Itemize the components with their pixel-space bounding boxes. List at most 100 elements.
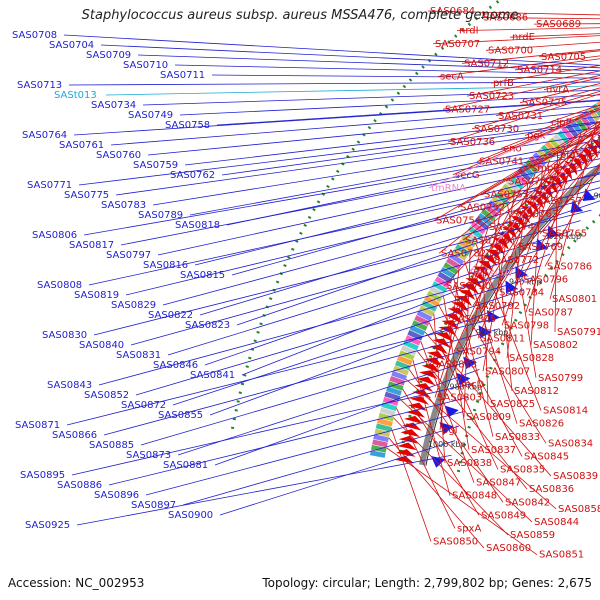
left-gene-label: SAS0873 [126,450,171,461]
right-gene-label: SAS0705 [541,52,586,63]
right-leader-line [514,58,600,71]
right-gene-label: SAS0796 [523,275,568,286]
right-gene-label: SAS0807 [485,366,530,377]
right-gene-label: tpiA [556,150,576,161]
left-gene-label: SAS0855 [158,410,203,421]
right-gene-label: SAS0834 [548,438,593,449]
right-leader-line [452,109,600,176]
right-leader-line [434,227,489,398]
right-leader-line [496,122,600,293]
left-gene-label: SAS0829 [111,300,156,311]
right-leader-line [453,277,494,437]
cog-feature-block [377,418,393,427]
left-leader-line [108,397,469,486]
right-gene-label: SAS0801 [552,294,597,305]
right-leader-line [443,122,600,287]
forward-gene-arrow [515,210,531,224]
right-gene-label: SAS0725 [522,98,567,109]
left-gene-label: SAS0749 [128,110,173,121]
left-leader-line [194,165,600,266]
left-gene-label: SAS0708 [12,30,57,41]
cog-feature-block [429,285,445,298]
left-gene-label: SAS0841 [190,370,235,381]
right-leader-line [416,350,528,490]
cog-feature-block [477,212,493,226]
scale-tick-label: 980 kbp [449,383,482,392]
right-gene-label: SAS0839 [553,471,598,482]
left-leader-line [73,100,600,136]
right-leader-line [490,64,600,84]
right-leader-line [428,109,600,189]
right-gene-label: SAS0850 [433,537,478,548]
forward-gene-arrow [510,215,526,229]
left-gene-label: SAS0762 [170,170,215,181]
cog-feature-block [569,119,584,135]
left-leader-line [103,328,500,436]
right-leader-line [447,93,600,143]
right-gene-label: SAS0730 [474,124,519,135]
left-leader-line [137,54,600,72]
right-leader-line [448,139,574,320]
right-gene-label: SAS0714 [517,65,562,76]
left-gene-label: SAS0760 [96,150,141,161]
left-gene-label: SAS0885 [89,440,134,451]
reverse-gene-arrow [430,456,446,468]
left-leader-line [219,440,456,516]
right-gene-label: SAS0794 [456,347,501,358]
right-gene-label: SAS0814 [543,406,588,417]
right-leader-line [390,427,432,542]
left-leader-line [179,94,600,116]
right-leader-line [475,243,542,411]
forward-gene-arrow [414,383,434,392]
left-gene-label: SASt013 [54,90,97,101]
right-gene-label: SAS0848 [452,491,497,502]
right-leader-line [427,10,600,16]
left-gene-label: SAS0818 [175,220,220,231]
right-gene-label: pgk [527,130,546,141]
forward-gene-arrow [397,442,417,451]
forward-gene-arrow [403,415,424,425]
forward-gene-arrow [419,370,438,380]
accession-text: Accession: NC_002953 [8,576,145,590]
left-gene-label: SAS0831 [116,350,161,361]
right-leader-line [467,130,600,274]
cog-feature-block [372,439,388,448]
left-leader-line [142,89,600,106]
left-leader-line [214,368,480,466]
right-gene-label: tmRNA [431,183,466,194]
cog-feature-block [552,133,567,149]
right-gene-label: SAS0851 [539,550,584,561]
cog-feature-block [596,100,600,109]
left-gene-label: SAS0896 [94,490,139,501]
left-leader-line [221,122,600,176]
right-leader-line [396,408,456,529]
right-leader-line [463,252,471,418]
right-leader-line [501,146,566,326]
left-leader-line [145,411,464,496]
forward-gene-arrow [416,376,436,386]
cog-feature-block [424,295,440,307]
right-gene-label: SAS0741 [479,157,524,168]
left-gene-label: SAS0866 [52,430,97,441]
right-gene-label: SAS0835 [500,465,545,476]
forward-gene-arrow [426,351,446,361]
left-gene-label: SAS0872 [121,400,166,411]
left-gene-label: SAS0840 [79,340,124,351]
forward-gene-arrow [432,338,451,349]
right-gene-label: SAS0707 [435,39,480,50]
right-gene-label: SAS0784 [499,288,544,299]
left-gene-label: SAS0815 [180,270,225,281]
right-leader-line [505,128,600,182]
right-gene-label: SAS0828 [509,353,554,364]
left-leader-line [140,341,493,446]
right-leader-line [432,35,600,45]
right-gene-label: secA [440,72,464,83]
right-leader-line [464,260,518,424]
cog-feature-block [502,183,517,198]
cog-feature-block [379,407,396,417]
right-leader-line [480,17,600,20]
map-title: Staphylococcus aureus subsp. aureus MSSA… [81,8,519,23]
left-gene-label: SAS0759 [133,160,178,171]
